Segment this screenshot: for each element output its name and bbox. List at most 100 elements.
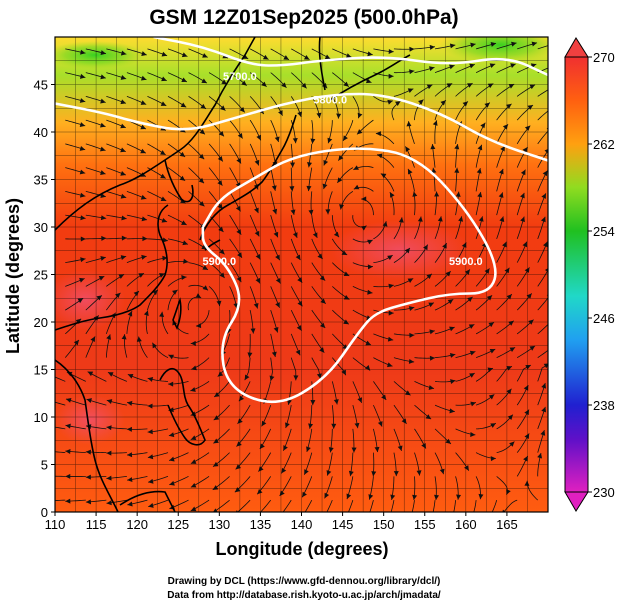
wind-arrow xyxy=(244,374,250,381)
wind-arrow xyxy=(271,351,277,358)
wind-arrow xyxy=(326,470,332,476)
wind-arrow xyxy=(469,350,476,356)
wind-arrow xyxy=(292,138,298,144)
wind-arrow xyxy=(120,255,127,260)
wind-arrow xyxy=(439,468,445,475)
wind-arrow xyxy=(405,390,411,396)
cold-region-northeast xyxy=(440,37,548,63)
wind-arrow xyxy=(133,290,139,297)
wind-arrow xyxy=(120,123,126,129)
wind-arrow xyxy=(499,216,505,222)
wind-arrow xyxy=(172,289,178,295)
colorbar-tick-label: 238 xyxy=(593,398,615,413)
wind-arrow xyxy=(449,326,455,332)
x-tick-label: 120 xyxy=(126,517,148,532)
wind-arrow xyxy=(454,167,460,173)
wind-arrow xyxy=(101,235,107,241)
coastline-sakhalin xyxy=(318,37,326,91)
streamline xyxy=(282,499,292,512)
wind-arrow xyxy=(343,81,349,87)
wind-arrow xyxy=(316,112,322,119)
wind-arrow xyxy=(183,258,189,264)
x-tick-label: 130 xyxy=(208,517,230,532)
wind-arrow xyxy=(487,367,494,373)
wind-arrow xyxy=(354,422,360,429)
wind-arrow xyxy=(371,471,377,477)
wind-arrow xyxy=(417,216,423,222)
colorbar-top-arrow xyxy=(564,37,589,58)
wind-arrow xyxy=(141,216,148,222)
wind-arrow xyxy=(79,169,86,175)
wind-arrow xyxy=(449,64,455,70)
wind-arrow xyxy=(529,84,536,90)
wind-arrow xyxy=(426,273,432,279)
wind-arrow xyxy=(470,401,476,407)
wind-arrow xyxy=(80,257,86,263)
wind-arrow xyxy=(297,300,303,307)
x-tick-label: 145 xyxy=(332,517,354,532)
wind-arrow xyxy=(552,40,558,46)
wind-arrow xyxy=(180,102,187,108)
x-tick-label: 165 xyxy=(496,517,518,532)
wind-arrow xyxy=(100,50,106,56)
wind-arrow xyxy=(66,371,73,377)
wind-arrow xyxy=(458,216,464,222)
wind-arrow xyxy=(310,400,316,406)
wind-arrow xyxy=(429,66,435,72)
coastline-japan xyxy=(199,114,297,241)
wind-arrow xyxy=(147,454,154,460)
wind-arrow xyxy=(45,498,50,503)
wind-arrow xyxy=(237,132,243,139)
wind-arrow xyxy=(306,446,311,452)
streamline xyxy=(237,499,251,512)
wind-arrow xyxy=(429,44,435,50)
wind-arrow xyxy=(346,493,352,500)
wind-arrow xyxy=(341,369,346,376)
wind-arrow xyxy=(143,310,149,316)
wind-arrow xyxy=(364,517,371,524)
wind-arrow xyxy=(236,441,242,447)
wind-arrow xyxy=(320,515,327,522)
wind-arrow xyxy=(407,88,414,93)
wind-arrow xyxy=(276,513,283,520)
coastline-philippines xyxy=(159,368,206,446)
wind-arrow xyxy=(353,184,360,190)
wind-arrow xyxy=(219,249,225,255)
wind-arrow xyxy=(65,473,71,479)
coastline-taiwan xyxy=(172,297,182,330)
coastline-indochina xyxy=(55,359,119,512)
warm-region-central xyxy=(330,220,470,280)
wind-arrow xyxy=(542,170,548,177)
wind-arrow xyxy=(120,193,127,199)
wind-arrow xyxy=(303,55,310,60)
wind-arrow xyxy=(308,423,314,429)
x-tick-label: 150 xyxy=(373,517,395,532)
wind-arrow xyxy=(140,148,146,154)
streamline xyxy=(537,130,548,145)
plot-area: 5700.0 5800.0 5900.0 5900.0 xyxy=(45,37,558,524)
streamline xyxy=(537,297,548,311)
wind-arrow xyxy=(454,144,460,150)
wind-arrow xyxy=(507,414,513,420)
wind-arrow xyxy=(65,397,72,403)
wind-arrow xyxy=(501,509,507,512)
wind-arrow xyxy=(181,77,187,82)
wind-arrow xyxy=(121,215,127,221)
coastline-china-south xyxy=(55,204,169,331)
wind-arrow xyxy=(524,433,530,439)
wind-arrow xyxy=(256,134,261,141)
wind-arrow xyxy=(333,231,340,238)
wind-arrow xyxy=(348,470,354,477)
wind-arrow xyxy=(470,42,476,48)
wind-arrow xyxy=(524,480,530,486)
wind-arrow xyxy=(65,498,71,504)
wind-arrow xyxy=(434,191,440,197)
wind-arrow xyxy=(190,459,197,464)
colorbar-tick-label: 270 xyxy=(593,50,615,65)
wind-arrow xyxy=(488,322,495,328)
wind-arrow xyxy=(297,277,303,283)
wind-arrow xyxy=(218,131,224,137)
streamline xyxy=(369,500,374,512)
wind-arrow xyxy=(73,339,79,346)
wind-arrow xyxy=(250,328,256,334)
